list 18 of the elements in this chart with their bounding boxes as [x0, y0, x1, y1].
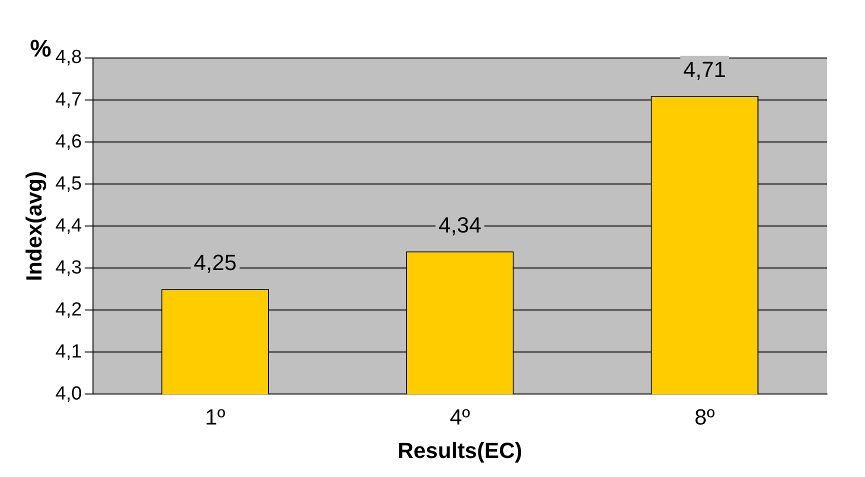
- x-tick-label: 4º: [450, 404, 470, 430]
- data-label: 4,71: [683, 56, 726, 82]
- y-tick-label: 4,1: [55, 341, 82, 362]
- y-tick-label: 4,7: [55, 89, 82, 110]
- x-axis-title: Results(EC): [398, 438, 522, 463]
- data-label: 4,25: [194, 250, 237, 276]
- y-axis-title: Index(avg): [21, 171, 46, 282]
- y-tick-label: 4,4: [55, 215, 82, 236]
- y-tick-label: 4,8: [55, 47, 82, 68]
- data-label: 4,34: [438, 212, 482, 238]
- y-tick-label: 4,0: [55, 383, 82, 404]
- y-tick-label: 4,3: [55, 257, 82, 278]
- y-tick-label: 4,5: [55, 173, 82, 194]
- y-tick-label: 4,6: [55, 131, 82, 152]
- x-tick-label: 1º: [205, 404, 226, 430]
- x-tick-label: 8º: [694, 404, 715, 430]
- text: %: [30, 36, 52, 63]
- y-tick-label: 4,2: [55, 299, 82, 320]
